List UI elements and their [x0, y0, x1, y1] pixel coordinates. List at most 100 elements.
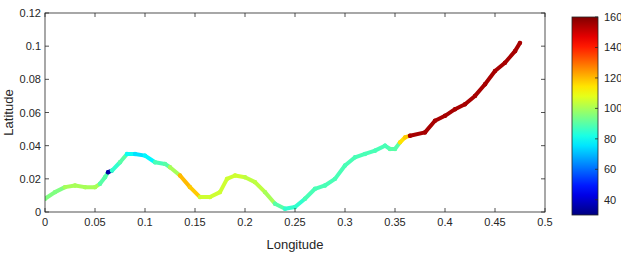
x-tick-label: 0.3 [337, 216, 352, 228]
x-tick-label: 0 [42, 216, 48, 228]
x-tick [95, 208, 96, 212]
x-tick [95, 13, 96, 17]
trajectory-point [333, 177, 337, 181]
trajectory-point [398, 140, 402, 144]
x-tick-label: 0.1 [137, 216, 152, 228]
trajectory-point [373, 148, 377, 152]
x-axis-label: Longitude [266, 237, 323, 252]
trajectory-point [473, 94, 477, 98]
trajectory-point [53, 190, 57, 194]
trajectory-point [125, 152, 129, 156]
chart: 00.050.10.150.20.250.30.350.40.450.500.0… [0, 0, 621, 257]
x-tick-label: 0.25 [284, 216, 305, 228]
y-tick [541, 13, 545, 14]
trajectory-point [83, 185, 87, 189]
trajectory-point [98, 182, 102, 186]
trajectory-point [303, 197, 307, 201]
colorbar-tick [595, 17, 598, 18]
plot-area [45, 13, 545, 212]
colorbar [572, 17, 598, 215]
trajectory-point [263, 190, 267, 194]
x-tick [445, 13, 446, 17]
trajectory-point [253, 180, 257, 184]
trajectory-point [63, 185, 67, 189]
trajectory-point [518, 41, 522, 45]
trajectory-point [188, 185, 192, 189]
y-tick [45, 112, 49, 113]
plot-frame [45, 13, 545, 212]
trajectory-point [403, 135, 407, 139]
x-tick [145, 13, 146, 17]
y-tick [45, 145, 49, 146]
x-tick [445, 208, 446, 212]
trajectory-point [383, 143, 387, 147]
trajectory-point [363, 152, 367, 156]
x-tick [245, 13, 246, 17]
y-tick [45, 178, 49, 179]
x-tick [195, 208, 196, 212]
y-tick [45, 79, 49, 80]
colorbar-tick-label: 160 [604, 11, 621, 23]
y-tick [541, 79, 545, 80]
trajectory-point [103, 175, 107, 179]
trajectory-point [353, 155, 357, 159]
x-tick [345, 208, 346, 212]
x-tick-label: 0.4 [437, 216, 452, 228]
trajectory-segment [410, 132, 425, 135]
colorbar-tick-label: 80 [604, 133, 616, 145]
trajectory-segment [220, 179, 227, 192]
colorbar-tick [595, 138, 598, 139]
y-tick [541, 145, 545, 146]
x-tick-label: 0.35 [384, 216, 405, 228]
trajectory-point [208, 195, 212, 199]
trajectory-point [313, 187, 317, 191]
x-tick-label: 0.05 [84, 216, 105, 228]
x-tick-label: 0.15 [184, 216, 205, 228]
x-tick [295, 13, 296, 17]
trajectory-point [463, 102, 467, 106]
trajectory-point [453, 107, 457, 111]
trajectory-point [198, 195, 202, 199]
colorbar-tick-label: 100 [604, 102, 621, 114]
trajectory-segment [475, 84, 485, 96]
y-tick-label: 0.1 [26, 40, 41, 52]
data-group [45, 41, 522, 211]
y-tick-label: 0.06 [20, 107, 41, 119]
x-tick-label: 0.5 [537, 216, 552, 228]
trajectory-point [388, 147, 392, 151]
trajectory-point [273, 202, 277, 206]
x-tick-label: 0.45 [484, 216, 505, 228]
x-tick [395, 208, 396, 212]
trajectory-point [503, 61, 507, 65]
trajectory-point [283, 206, 287, 210]
y-axis-label: Latitude [1, 89, 16, 135]
x-tick-label: 0.2 [237, 216, 252, 228]
y-tick [45, 13, 49, 14]
trajectory-point [493, 69, 497, 73]
colorbar-tick-label: 120 [604, 72, 621, 84]
y-tick-label: 0.08 [20, 73, 41, 85]
y-tick-label: 0.04 [20, 140, 41, 152]
trajectory-point [168, 165, 172, 169]
trajectory-point [163, 162, 167, 166]
x-tick [545, 208, 546, 212]
x-tick [45, 13, 46, 17]
y-tick [45, 212, 49, 213]
x-tick [345, 13, 346, 17]
trajectory-point [153, 160, 157, 164]
y-tick-label: 0.12 [20, 7, 41, 19]
trajectory-point [423, 130, 427, 134]
colorbar-tick-label: 140 [604, 41, 621, 53]
y-tick [541, 178, 545, 179]
x-tick [245, 208, 246, 212]
y-tick [45, 46, 49, 47]
trajectory-point [93, 185, 97, 189]
x-tick [545, 13, 546, 17]
trajectory-point [110, 168, 114, 172]
y-tick [541, 112, 545, 113]
trajectory-segment [505, 51, 515, 63]
trajectory-point [73, 183, 77, 187]
trajectory-point [513, 49, 517, 53]
colorbar-tick [595, 199, 598, 200]
y-tick [541, 212, 545, 213]
